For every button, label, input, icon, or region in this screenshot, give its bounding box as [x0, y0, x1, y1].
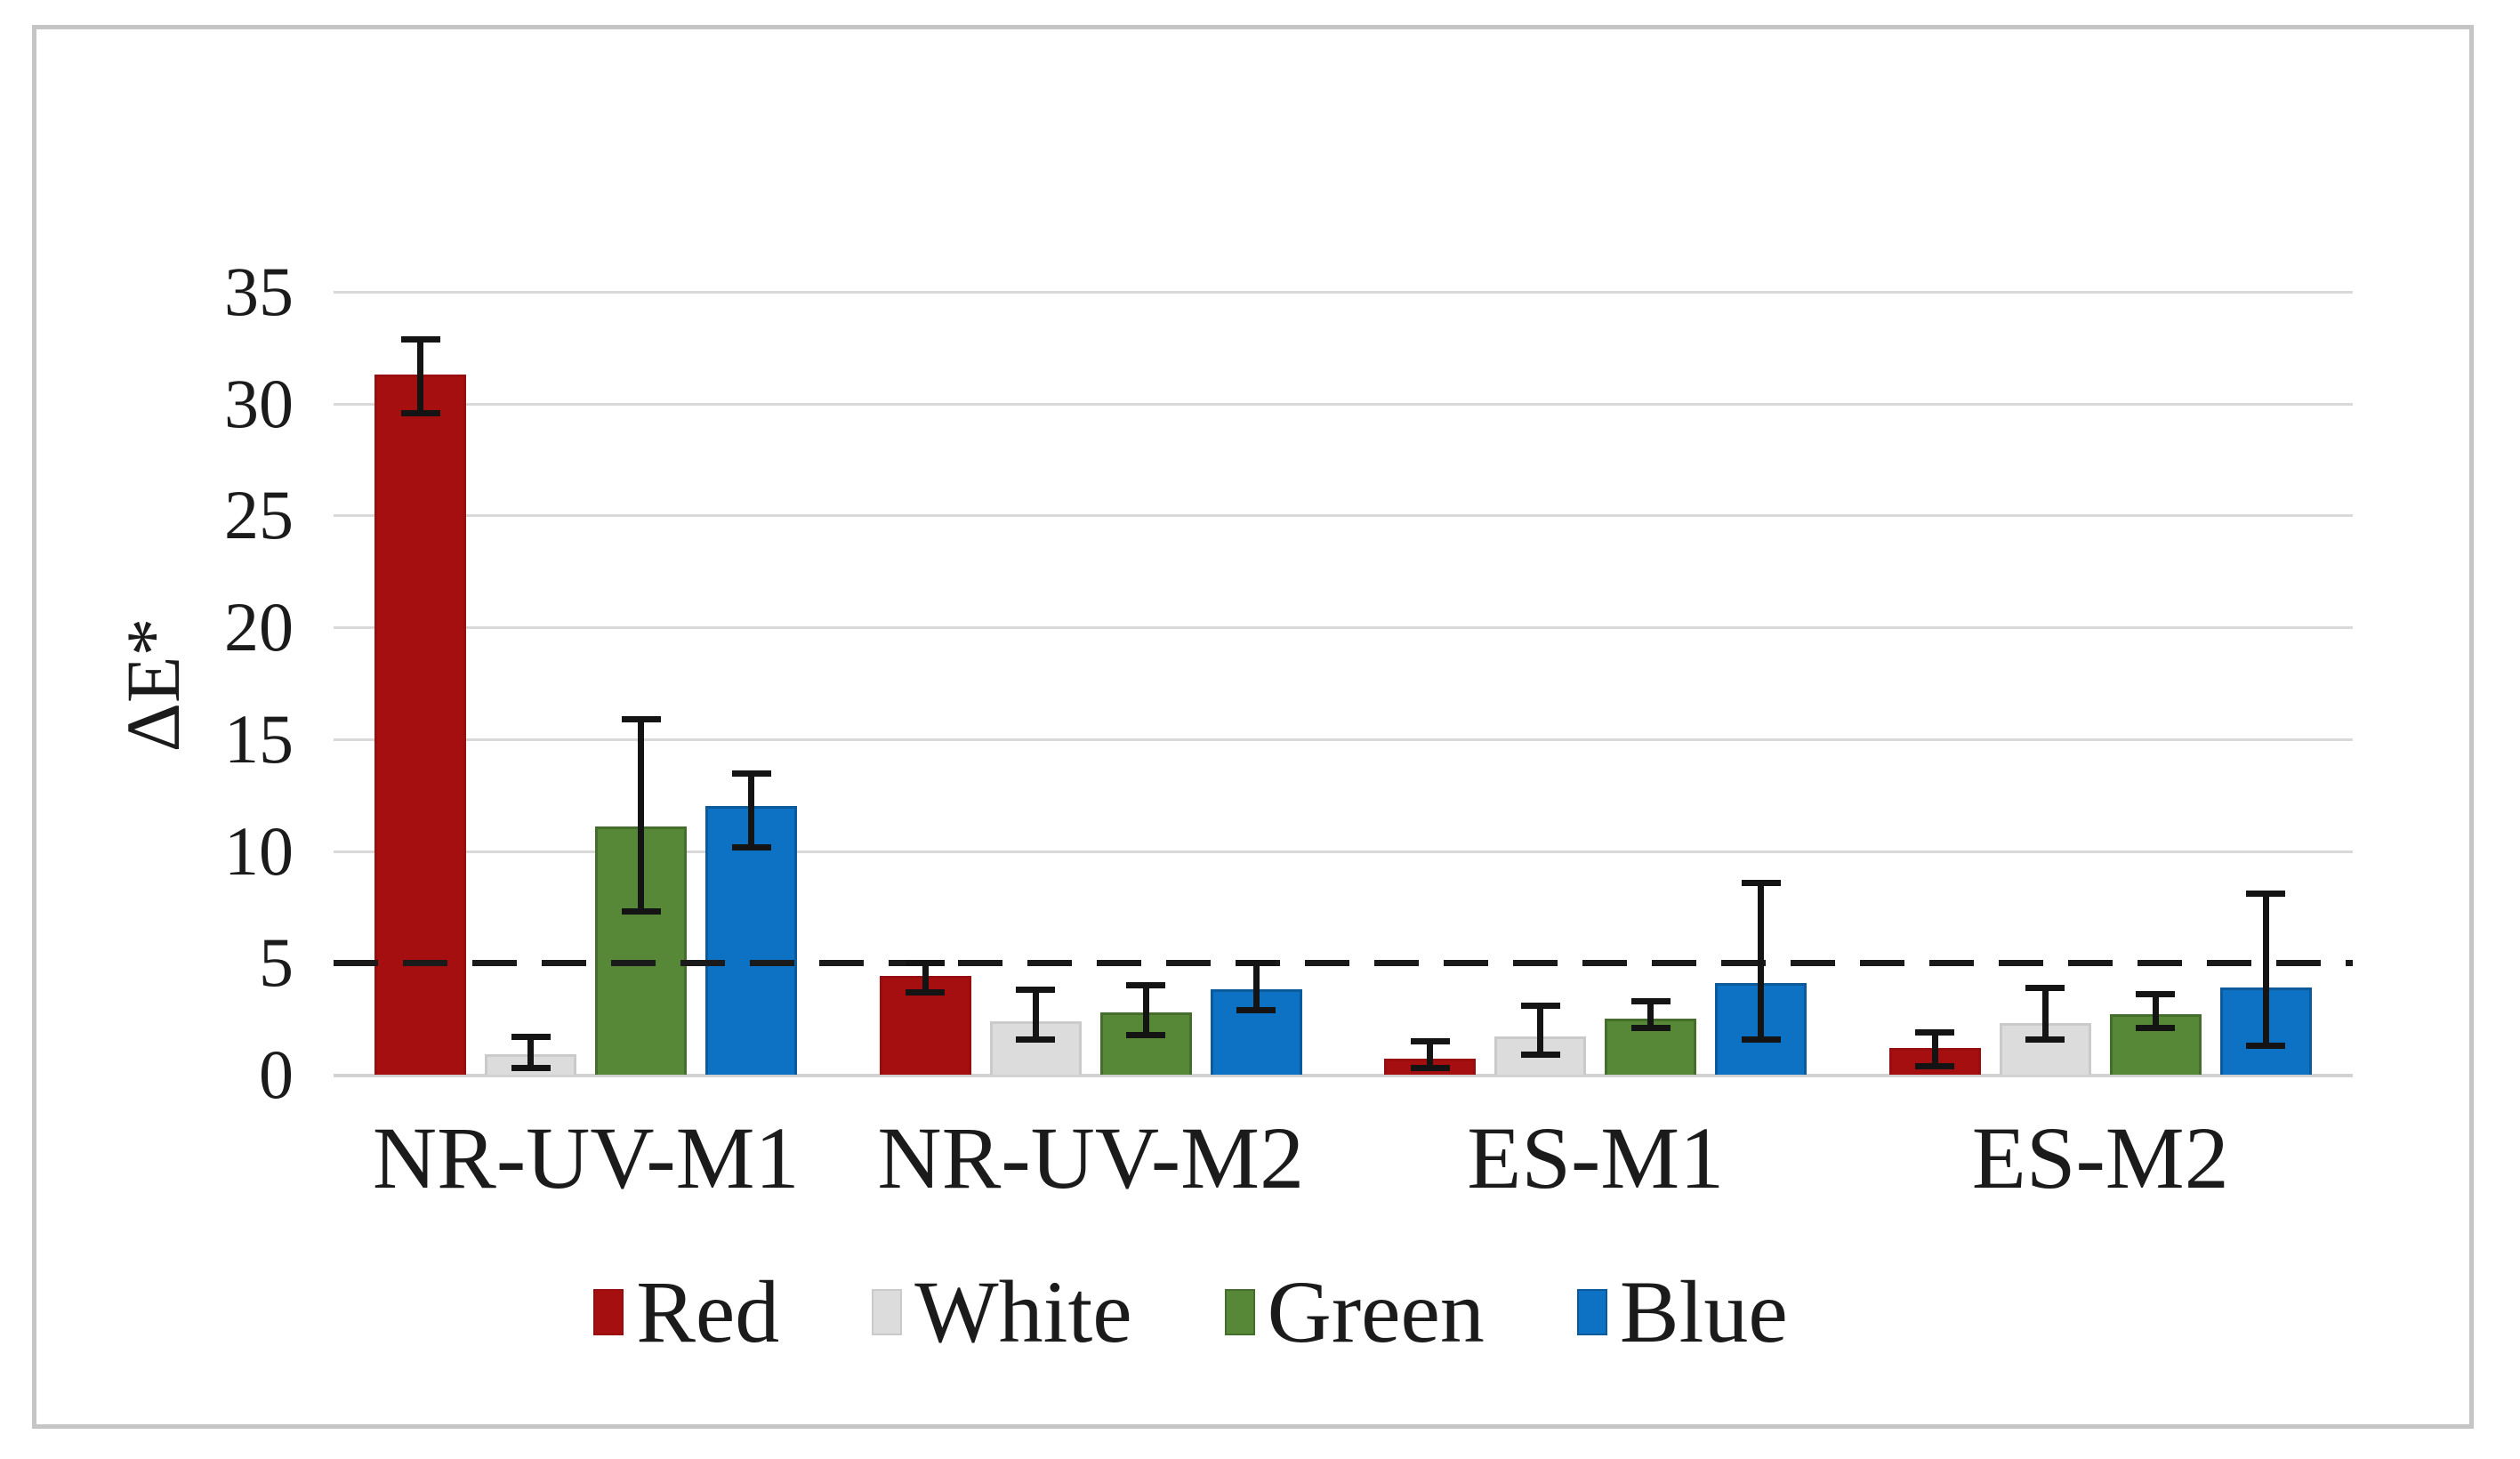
- error-cap-top-es-m2-green: [2136, 991, 2176, 998]
- error-cap-bottom-es-m2-white: [2025, 1036, 2065, 1043]
- error-cap-bottom-nr-uv-m1-white: [511, 1065, 551, 1072]
- error-cap-top-es-m2-blue: [2246, 891, 2286, 898]
- error-cap-top-es-m1-blue: [1741, 879, 1781, 886]
- legend-swatch-red: [593, 1289, 624, 1335]
- error-cap-bottom-nr-uv-m1-blue: [731, 843, 771, 850]
- error-bar-es-m2-white: [2041, 987, 2049, 1039]
- error-cap-top-nr-uv-m2-blue: [1236, 960, 1276, 967]
- y-tick-label-20: 20: [224, 588, 294, 666]
- y-tick-label-15: 15: [224, 699, 294, 778]
- legend: Red White Green Blue: [0, 1263, 2451, 1361]
- error-cap-bottom-es-m2-green: [2136, 1025, 2176, 1032]
- legend-swatch-white: [872, 1289, 903, 1335]
- error-bar-es-m2-blue: [2262, 893, 2269, 1046]
- x-axis-label-nr-uv-m2: NR-UV-M2: [877, 1108, 1305, 1207]
- y-tick-label-30: 30: [224, 364, 294, 442]
- x-axis-label-nr-uv-m1: NR-UV-M1: [372, 1108, 800, 1207]
- error-bar-nr-uv-m1-white: [527, 1036, 535, 1068]
- bar-nr-uv-m1-blue: [705, 806, 798, 1075]
- error-cap-top-nr-uv-m2-green: [1126, 982, 1166, 989]
- error-bar-es-m1-red: [1427, 1041, 1434, 1068]
- error-cap-top-es-m2-white: [2025, 984, 2065, 991]
- error-cap-top-nr-uv-m1-green: [621, 716, 661, 723]
- error-bar-nr-uv-m2-red: [922, 963, 929, 992]
- y-tick-label-0: 0: [259, 1036, 294, 1113]
- error-cap-bottom-es-m1-blue: [1741, 1036, 1781, 1043]
- error-cap-bottom-es-m2-red: [1915, 1062, 1955, 1069]
- error-cap-bottom-nr-uv-m1-red: [400, 409, 440, 416]
- error-bar-nr-uv-m2-blue: [1252, 963, 1260, 1011]
- x-axis-label-es-m2: ES-M2: [1971, 1108, 2229, 1207]
- legend-item-red: Red: [593, 1263, 779, 1361]
- error-cap-top-es-m1-red: [1410, 1038, 1450, 1045]
- y-tick-label-25: 25: [224, 476, 294, 554]
- error-bar-nr-uv-m2-green: [1142, 985, 1149, 1035]
- gridline-y0: [334, 1074, 2353, 1077]
- bar-nr-uv-m1-red: [374, 375, 467, 1075]
- legend-item-white: White: [872, 1262, 1132, 1361]
- error-cap-top-nr-uv-m2-white: [1016, 987, 1056, 994]
- error-bar-nr-uv-m2-white: [1032, 989, 1039, 1039]
- legend-item-green: Green: [1224, 1262, 1485, 1361]
- legend-swatch-blue: [1576, 1289, 1607, 1335]
- error-cap-bottom-nr-uv-m2-blue: [1236, 1007, 1276, 1014]
- gridline-y15: [334, 738, 2353, 741]
- gridline-y30: [334, 402, 2353, 406]
- legend-label-blue: Blue: [1619, 1262, 1788, 1361]
- legend-label-green: Green: [1267, 1262, 1485, 1361]
- error-bar-nr-uv-m1-red: [417, 338, 424, 413]
- error-cap-bottom-es-m1-white: [1520, 1052, 1560, 1059]
- gridline-y25: [334, 514, 2353, 518]
- error-cap-top-es-m1-white: [1520, 1003, 1560, 1010]
- error-cap-top-es-m2-red: [1915, 1029, 1955, 1036]
- x-axis-label-es-m1: ES-M1: [1467, 1108, 1725, 1207]
- gridline-y35: [334, 291, 2353, 294]
- error-bar-nr-uv-m1-green: [638, 719, 645, 912]
- error-cap-top-nr-uv-m2-red: [906, 960, 946, 967]
- error-bar-es-m2-green: [2152, 994, 2159, 1028]
- error-cap-bottom-es-m1-green: [1630, 1025, 1671, 1032]
- y-tick-label-10: 10: [224, 811, 294, 890]
- error-cap-top-nr-uv-m1-red: [400, 335, 440, 343]
- error-bar-es-m1-green: [1647, 1001, 1655, 1028]
- legend-label-white: White: [914, 1262, 1132, 1361]
- error-bar-nr-uv-m1-blue: [748, 772, 755, 847]
- y-tick-label-35: 35: [224, 253, 294, 330]
- legend-item-blue: Blue: [1576, 1262, 1788, 1361]
- legend-label-red: Red: [636, 1262, 780, 1361]
- error-cap-top-es-m1-green: [1630, 998, 1671, 1005]
- error-bar-es-m1-blue: [1758, 882, 1765, 1039]
- y-tick-label-5: 5: [259, 923, 294, 1002]
- gridline-y20: [334, 626, 2353, 630]
- error-cap-top-nr-uv-m1-blue: [731, 770, 771, 777]
- error-bar-es-m1-white: [1537, 1005, 1544, 1055]
- error-cap-bottom-nr-uv-m2-green: [1126, 1031, 1166, 1038]
- error-cap-bottom-es-m2-blue: [2246, 1043, 2286, 1050]
- threshold-dashed-line: [334, 960, 2353, 967]
- legend-swatch-green: [1224, 1289, 1255, 1335]
- error-cap-bottom-nr-uv-m2-white: [1016, 1036, 1056, 1043]
- gridline-y10: [334, 850, 2353, 853]
- error-cap-top-nr-uv-m1-white: [511, 1034, 551, 1041]
- error-cap-bottom-nr-uv-m2-red: [906, 988, 946, 996]
- error-bar-es-m2-red: [1931, 1032, 1938, 1066]
- error-cap-bottom-nr-uv-m1-green: [621, 908, 661, 915]
- error-cap-bottom-es-m1-red: [1410, 1065, 1450, 1072]
